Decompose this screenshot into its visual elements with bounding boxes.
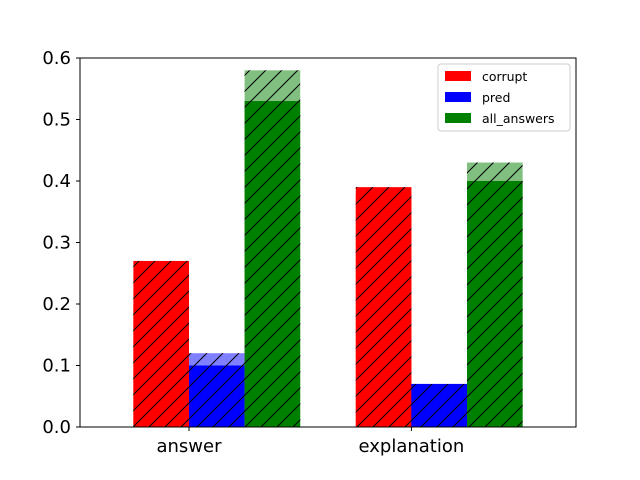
legend-swatch-corrupt xyxy=(445,71,471,81)
legend-swatch-all_answers xyxy=(445,113,471,123)
x-tick-label: explanation xyxy=(359,436,465,457)
y-tick-label: 0.0 xyxy=(42,417,71,438)
legend-label-all_answers: all_answers xyxy=(482,111,555,126)
bars-group xyxy=(133,70,523,428)
legend: corrupt pred all_answers xyxy=(437,63,571,132)
bar-pred-explanation xyxy=(411,383,468,427)
bar-hatch-corrupt-explanation xyxy=(355,187,412,427)
x-tick-label: answer xyxy=(156,436,222,457)
bar-all_answers-answer xyxy=(244,70,301,428)
y-tick-label: 0.1 xyxy=(42,356,71,377)
bar-all_answers-explanation xyxy=(467,162,523,428)
bar-corrupt-explanation xyxy=(355,187,412,427)
y-tick-label: 0.6 xyxy=(42,48,71,69)
bar-hatch-corrupt-answer xyxy=(133,260,189,427)
bar-hatch-all_answers-answer xyxy=(244,70,301,428)
y-tick-label: 0.2 xyxy=(42,294,71,315)
y-tick-label: 0.4 xyxy=(42,171,71,192)
legend-swatch-pred xyxy=(445,92,471,102)
bar-hatch-all_answers-explanation xyxy=(467,162,523,428)
bar-pred-answer xyxy=(188,353,245,427)
y-axis: 0.0 0.1 0.2 0.3 0.4 0.5 0.6 xyxy=(42,48,80,438)
y-tick-label: 0.5 xyxy=(42,110,71,131)
legend-label-pred: pred xyxy=(482,90,510,105)
y-tick-label: 0.3 xyxy=(42,233,71,254)
bar-hatch-pred-answer xyxy=(188,353,245,427)
legend-label-corrupt: corrupt xyxy=(482,69,527,84)
bar-hatch-pred-explanation xyxy=(411,383,468,427)
x-axis: answer explanation xyxy=(156,427,464,457)
bar-corrupt-answer xyxy=(133,260,189,427)
